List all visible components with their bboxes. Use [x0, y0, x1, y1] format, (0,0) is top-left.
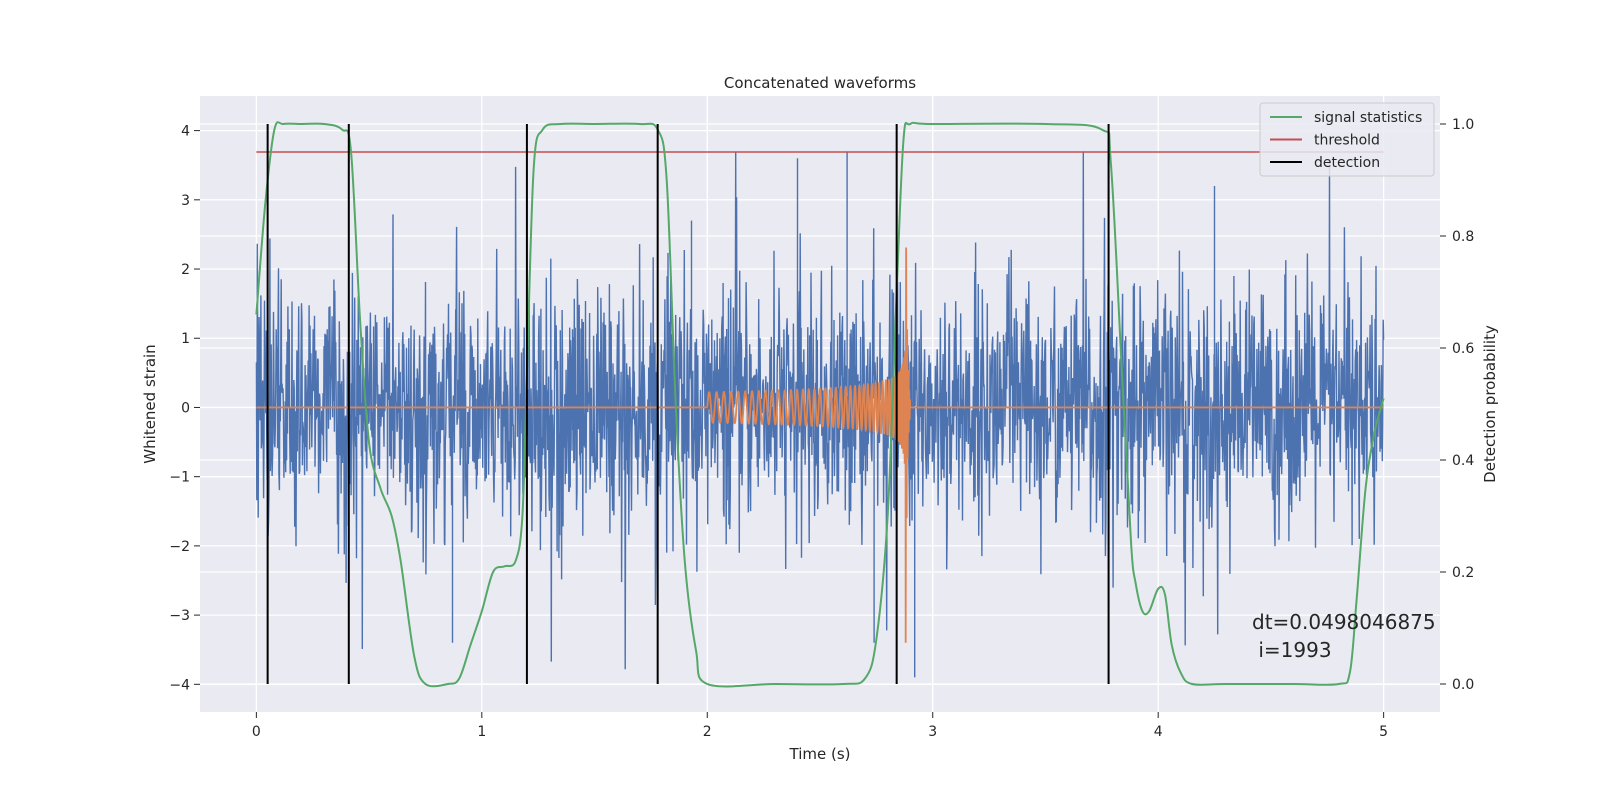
template-series-line [256, 247, 1384, 643]
x-tick-label: 4 [1154, 724, 1163, 740]
chart-title: Concatenated waveforms [724, 74, 916, 92]
x-tick-label: 5 [1379, 724, 1388, 740]
x-tick-label: 0 [252, 724, 261, 740]
legend-label-threshold: threshold [1314, 133, 1380, 149]
legend-label-signal-statistics: signal statistics [1314, 110, 1422, 126]
strain-series-line [255, 151, 1385, 678]
y-tick-label: −1 [169, 470, 190, 486]
legend-frame [1259, 102, 1435, 177]
y2-tick-label: 0.6 [1452, 341, 1474, 357]
y-tick-label: 1 [181, 331, 190, 347]
y-axis-label: Whitened strain [141, 344, 159, 463]
y2-tick-label: 1.0 [1452, 117, 1474, 133]
y-tick-label: −2 [169, 539, 190, 555]
y2-tick-label: 0.4 [1452, 453, 1474, 469]
y2-tick-label: 0.0 [1452, 677, 1474, 693]
legend-label-detection: detection [1314, 155, 1380, 171]
y-tick-label: −3 [169, 608, 190, 624]
annotation: dt=0.0498046875 i=1993 [1252, 610, 1436, 662]
y-tick-label: 4 [181, 124, 190, 140]
right-axis-ticks: 0.0 0.2 0.4 0.6 0.8 1.0 [1440, 117, 1474, 693]
left-axis-ticks: −4 −3 −2 −1 0 1 2 3 4 [169, 124, 200, 693]
legend: signal statistics threshold detection [1259, 102, 1435, 177]
y-tick-label: −4 [169, 677, 190, 693]
annotation-dt: dt=0.0498046875 [1252, 610, 1436, 634]
x-tick-label: 2 [703, 724, 712, 740]
x-axis-ticks: 0 1 2 3 4 5 [252, 712, 1388, 740]
y2-tick-label: 0.2 [1452, 565, 1474, 581]
y2-axis-label: Detection probability [1481, 325, 1499, 483]
chart-marks [255, 121, 1385, 688]
x-axis-label: Time (s) [789, 745, 851, 763]
y-tick-label: 0 [181, 400, 190, 416]
signal-statistics-line [255, 121, 1385, 688]
x-tick-label: 1 [477, 724, 486, 740]
x-tick-label: 3 [928, 724, 937, 740]
y-tick-label: 2 [181, 262, 190, 278]
annotation-i: i=1993 [1252, 638, 1332, 662]
y-tick-label: 3 [181, 193, 190, 209]
y2-tick-label: 0.8 [1452, 229, 1474, 245]
